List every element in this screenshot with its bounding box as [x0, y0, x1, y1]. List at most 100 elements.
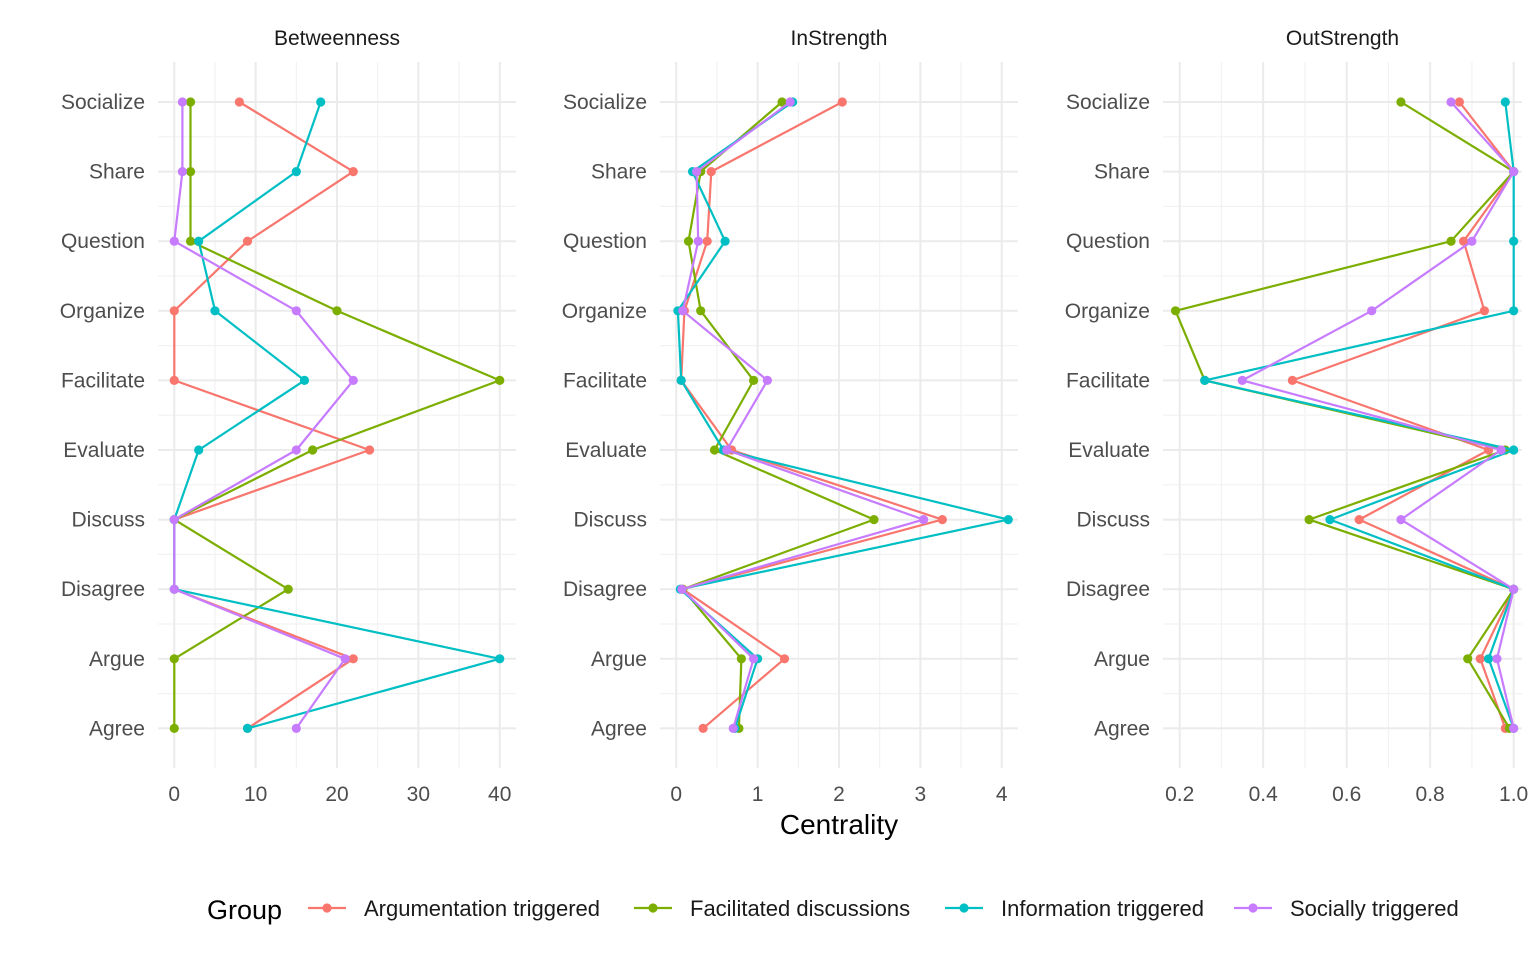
data-point-socially-triggered — [919, 515, 929, 525]
y-tick-label: Discuss — [1076, 509, 1150, 532]
y-tick-label: Socialize — [563, 91, 647, 114]
y-tick-label: Share — [1094, 161, 1150, 184]
panel-betweenness: Betweenness Agree Argue Disagree Discuss Eval… — [60, 27, 516, 806]
data-point-socially-triggered — [1446, 97, 1456, 107]
x-tick-label: 0.2 — [1165, 783, 1194, 806]
data-point-socially-triggered — [1367, 306, 1377, 316]
data-point-facilitated-discussions — [185, 236, 196, 246]
x-tick-label: 30 — [407, 783, 430, 806]
series-line-information-triggered — [173, 101, 501, 730]
y-tick-label: Argue — [89, 648, 145, 671]
data-point-facilitated-discussions — [869, 515, 879, 525]
x-tick-label: 4 — [996, 783, 1008, 806]
y-tick-label: Organize — [60, 300, 145, 323]
series-line-facilitated-discussions — [173, 102, 501, 729]
data-point-socially-triggered — [291, 445, 301, 455]
data-point-facilitated-discussions — [283, 584, 293, 594]
data-point-socially-triggered — [348, 375, 358, 385]
series-line-socially-triggered — [1241, 101, 1515, 729]
data-point-socially-triggered — [291, 723, 301, 734]
x-tick-label: 10 — [244, 783, 267, 806]
data-point-socially-triggered — [1396, 515, 1406, 525]
y-tick-label: Facilitate — [1066, 369, 1150, 392]
panel-title-instrength: InStrength — [791, 27, 888, 50]
data-point-information-triggered — [194, 236, 204, 246]
data-point-socially-triggered — [1496, 445, 1506, 455]
y-tick-label: Question — [61, 230, 145, 253]
data-point-information-triggered — [676, 375, 686, 385]
x-tick-label: 20 — [325, 783, 348, 806]
series-line-facilitated-discussions — [681, 101, 876, 729]
data-point-argumentation-triggered — [698, 723, 708, 734]
data-point-socially-triggered — [169, 515, 179, 525]
data-point-argumentation-triggered — [706, 167, 716, 177]
x-tick-label: 1.0 — [1499, 783, 1528, 806]
y-tick-label: Discuss — [573, 509, 647, 532]
x-axis-title: Centrality — [780, 809, 898, 840]
data-point-facilitated-discussions — [1396, 97, 1406, 107]
data-point-argumentation-triggered — [348, 167, 358, 177]
legend-label-information-triggered: Information triggered — [1001, 896, 1204, 921]
data-point-facilitated-discussions — [307, 445, 318, 455]
data-point-information-triggered — [210, 306, 220, 316]
y-tick-label: Evaluate — [1068, 439, 1150, 462]
y-tick-label: Socialize — [61, 91, 145, 114]
data-point-socially-triggered — [1492, 654, 1502, 664]
x-tick-label: 40 — [488, 783, 511, 806]
y-tick-label: Socialize — [1066, 91, 1150, 114]
data-point-information-triggered — [316, 97, 326, 107]
data-point-facilitated-discussions — [185, 167, 196, 177]
data-point-argumentation-triggered — [1287, 375, 1298, 385]
data-point-argumentation-triggered — [837, 97, 847, 107]
data-point-argumentation-triggered — [242, 236, 253, 246]
legend-label-socially-triggered: Socially triggered — [1290, 896, 1459, 921]
data-point-information-triggered — [299, 375, 310, 385]
x-tick-label: 1 — [752, 783, 764, 806]
data-point-facilitated-discussions — [709, 445, 720, 455]
y-tick-label: Argue — [1094, 648, 1150, 671]
data-point-socially-triggered — [340, 654, 350, 664]
panel-instrength: InStrength Agree Argue Disagree Discuss Evalu… — [562, 27, 1018, 806]
legend-label-argumentation-triggered: Argumentation triggered — [364, 896, 600, 921]
data-point-socially-triggered — [693, 236, 703, 246]
data-point-facilitated-discussions — [696, 306, 706, 316]
y-tick-label: Organize — [562, 300, 647, 323]
data-point-facilitated-discussions — [169, 654, 179, 664]
data-point-socially-triggered — [169, 584, 179, 594]
data-point-socially-triggered — [748, 654, 759, 664]
y-tick-label: Question — [563, 230, 647, 253]
legend-title: Group — [207, 895, 282, 925]
data-point-argumentation-triggered — [364, 445, 375, 455]
data-point-socially-triggered — [678, 306, 688, 316]
data-point-facilitated-discussions — [777, 97, 787, 107]
data-point-socially-triggered — [1237, 375, 1247, 385]
data-point-socially-triggered — [1509, 167, 1519, 177]
y-tick-label: Agree — [89, 717, 145, 740]
y-tick-label: Organize — [1065, 300, 1150, 323]
data-point-facilitated-discussions — [1446, 236, 1456, 246]
data-point-argumentation-triggered — [1354, 515, 1364, 525]
data-point-facilitated-discussions — [1304, 515, 1314, 525]
data-point-facilitated-discussions — [185, 97, 196, 107]
data-point-information-triggered — [1509, 306, 1519, 316]
legend-key-point-information-triggered — [959, 903, 969, 913]
data-point-argumentation-triggered — [702, 236, 712, 246]
data-point-socially-triggered — [291, 306, 301, 316]
x-tick-label: 0 — [168, 783, 180, 806]
y-tick-label: Evaluate — [565, 439, 647, 462]
data-point-facilitated-discussions — [1463, 654, 1473, 664]
panel-title-outstrength: OutStrength — [1286, 27, 1399, 50]
y-tick-label: Share — [591, 161, 647, 184]
data-point-argumentation-triggered — [1479, 306, 1490, 316]
data-point-argumentation-triggered — [1454, 97, 1464, 107]
y-tick-label: Agree — [591, 717, 647, 740]
data-point-information-triggered — [291, 167, 301, 177]
data-point-facilitated-discussions — [1170, 306, 1181, 316]
data-point-facilitated-discussions — [169, 723, 179, 734]
series-line-argumentation-triggered — [1291, 101, 1515, 729]
data-point-facilitated-discussions — [736, 654, 746, 664]
data-point-argumentation-triggered — [779, 654, 790, 664]
x-tick-label: 3 — [915, 783, 927, 806]
y-tick-label: Disagree — [61, 578, 145, 601]
data-point-information-triggered — [495, 654, 505, 664]
